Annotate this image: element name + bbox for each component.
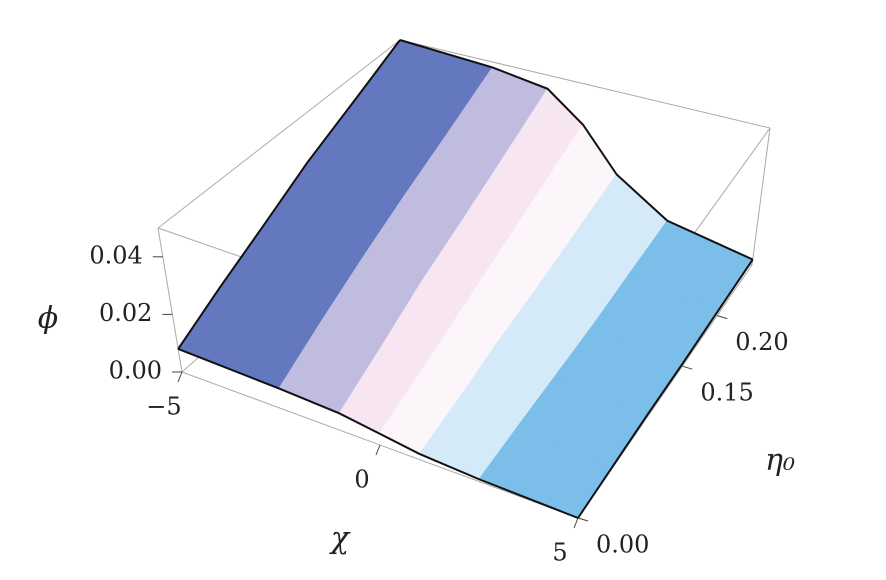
back-edge (399, 39, 754, 261)
box-edge (157, 39, 401, 229)
z-tick-label: 0.00 (109, 357, 162, 385)
y-tick-label: 0.00 (596, 531, 649, 559)
y-tick-label: 0.20 (735, 328, 788, 356)
box-edge (157, 227, 183, 373)
y-tick (577, 517, 589, 522)
z-tick-label: 0.02 (99, 299, 152, 327)
front-edge (177, 348, 579, 519)
left-edge (177, 39, 401, 350)
y-tick (717, 315, 728, 320)
x-tick (177, 371, 183, 383)
y-tick (682, 365, 693, 370)
z-axis-label: ϕ (38, 301, 58, 336)
x-tick (375, 444, 381, 456)
x-tick (573, 517, 579, 529)
y-axis-label: η₀ (765, 443, 795, 478)
y-tick-label: 0.15 (700, 379, 753, 407)
z-tick-label: 0.04 (89, 241, 142, 269)
x-tick-label: 0 (354, 466, 369, 494)
x-axis-label: χ (329, 521, 351, 556)
box-edge (399, 39, 771, 129)
x-tick-label: −5 (146, 393, 181, 421)
box-edge (751, 127, 771, 266)
x-tick-label: 5 (552, 539, 567, 567)
right-edge (577, 258, 754, 519)
